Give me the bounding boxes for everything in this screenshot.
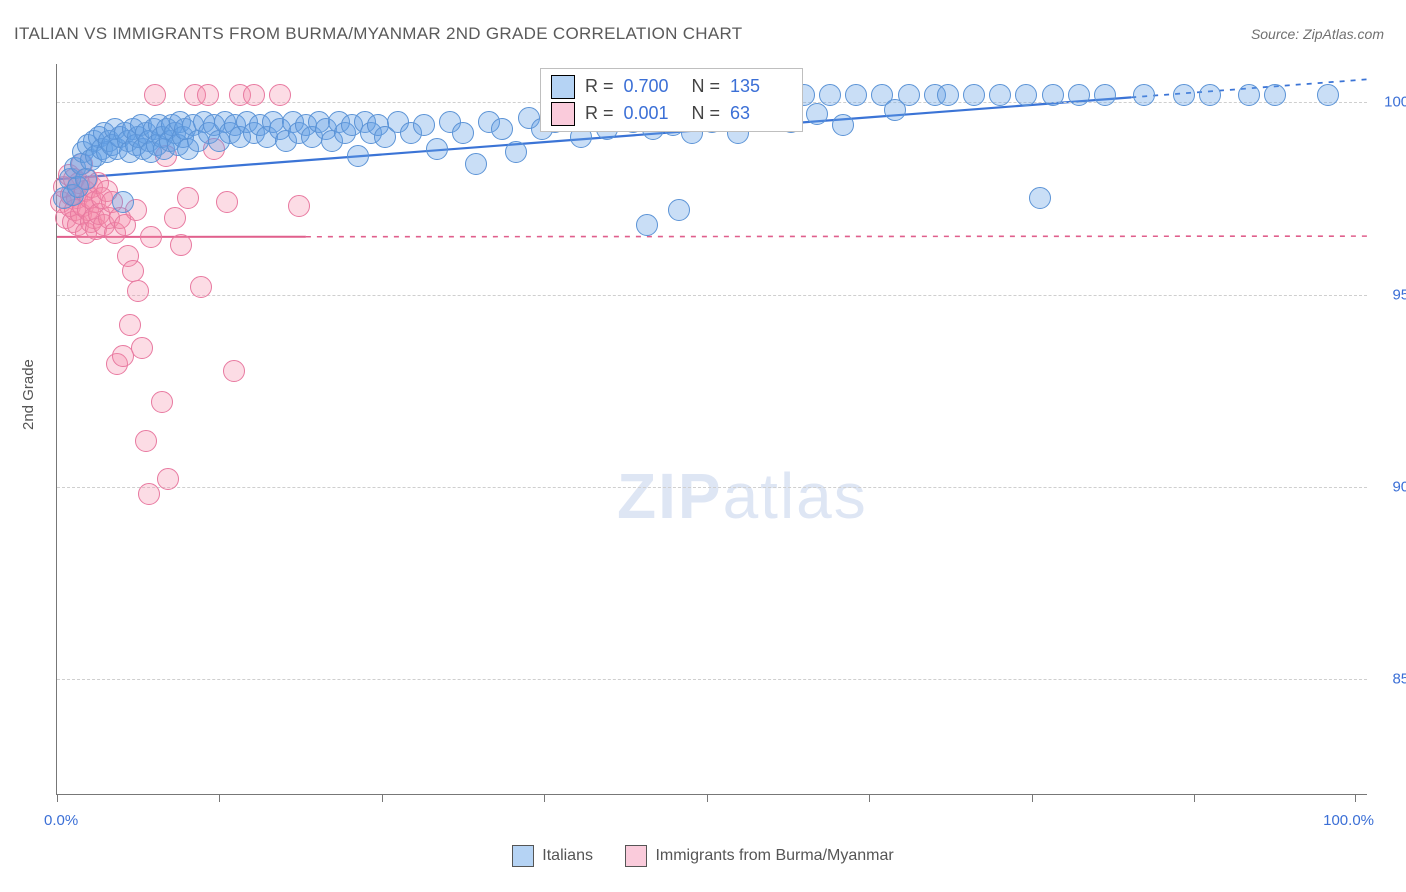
watermark: ZIPatlas bbox=[617, 459, 868, 533]
chart-title: ITALIAN VS IMMIGRANTS FROM BURMA/MYANMAR… bbox=[14, 24, 742, 44]
x-tick bbox=[544, 794, 545, 802]
data-point-b bbox=[170, 234, 192, 256]
data-point-b bbox=[269, 84, 291, 106]
data-point-a bbox=[452, 122, 474, 144]
x-tick bbox=[1355, 794, 1356, 802]
data-point-b bbox=[288, 195, 310, 217]
data-point-b bbox=[243, 84, 265, 106]
plot-area: ZIPatlas 100.0%95.0%90.0%85.0% bbox=[56, 64, 1367, 795]
data-point-a bbox=[347, 145, 369, 167]
data-point-a bbox=[1199, 84, 1221, 106]
legend-swatch-italians bbox=[512, 845, 534, 867]
data-point-a bbox=[465, 153, 487, 175]
data-point-a bbox=[1133, 84, 1155, 106]
data-point-a bbox=[819, 84, 841, 106]
data-point-a bbox=[963, 84, 985, 106]
data-point-a bbox=[413, 114, 435, 136]
data-point-b bbox=[177, 187, 199, 209]
data-point-a bbox=[1068, 84, 1090, 106]
trendlines-layer bbox=[57, 64, 1367, 794]
swatch-italians bbox=[551, 75, 575, 99]
legend-swatch-burma bbox=[625, 845, 647, 867]
legend-item-burma: Immigrants from Burma/Myanmar bbox=[625, 845, 893, 867]
data-point-b bbox=[119, 314, 141, 336]
data-point-b bbox=[197, 84, 219, 106]
data-point-a bbox=[1042, 84, 1064, 106]
y-tick-label: 85.0% bbox=[1375, 670, 1406, 687]
data-point-a bbox=[668, 199, 690, 221]
gridline-h bbox=[57, 487, 1367, 488]
legend-label-burma: Immigrants from Burma/Myanmar bbox=[655, 847, 893, 865]
data-point-b bbox=[138, 483, 160, 505]
y-tick-label: 90.0% bbox=[1375, 478, 1406, 495]
x-tick bbox=[219, 794, 220, 802]
data-point-a bbox=[426, 138, 448, 160]
data-point-b bbox=[157, 468, 179, 490]
x-tick bbox=[1032, 794, 1033, 802]
data-point-a bbox=[505, 141, 527, 163]
gridline-h bbox=[57, 295, 1367, 296]
data-point-b bbox=[164, 207, 186, 229]
data-point-a bbox=[845, 84, 867, 106]
data-point-b bbox=[140, 226, 162, 248]
x-tick bbox=[382, 794, 383, 802]
data-point-a bbox=[832, 114, 854, 136]
data-point-a bbox=[1173, 84, 1195, 106]
data-point-a bbox=[1317, 84, 1339, 106]
data-point-b bbox=[151, 391, 173, 413]
y-axis-label: 2nd Grade bbox=[20, 359, 37, 430]
data-point-a bbox=[937, 84, 959, 106]
data-point-a bbox=[1264, 84, 1286, 106]
x-tick-label-min: 0.0% bbox=[44, 812, 78, 829]
correlation-stats-box: R =0.700 N =135 R =0.001 N =63 bbox=[540, 68, 803, 132]
data-point-a bbox=[1238, 84, 1260, 106]
stats-row-italians: R =0.700 N =135 bbox=[551, 73, 788, 100]
data-point-a bbox=[112, 191, 134, 213]
x-tick bbox=[1194, 794, 1195, 802]
data-point-b bbox=[144, 84, 166, 106]
x-tick bbox=[57, 794, 58, 802]
data-point-a bbox=[1015, 84, 1037, 106]
data-point-b bbox=[190, 276, 212, 298]
x-tick bbox=[707, 794, 708, 802]
data-point-a bbox=[1094, 84, 1116, 106]
data-point-b bbox=[127, 280, 149, 302]
swatch-burma bbox=[551, 102, 575, 126]
source-attribution: Source: ZipAtlas.com bbox=[1251, 26, 1384, 42]
data-point-a bbox=[989, 84, 1011, 106]
x-tick bbox=[869, 794, 870, 802]
gridline-h bbox=[57, 679, 1367, 680]
data-point-a bbox=[806, 103, 828, 125]
data-point-b bbox=[131, 337, 153, 359]
data-point-b bbox=[135, 430, 157, 452]
x-tick-label-max: 100.0% bbox=[1323, 812, 1374, 829]
y-tick-label: 100.0% bbox=[1375, 94, 1406, 111]
data-point-a bbox=[898, 84, 920, 106]
legend: Italians Immigrants from Burma/Myanmar bbox=[0, 845, 1406, 872]
stats-row-burma: R =0.001 N =63 bbox=[551, 100, 788, 127]
legend-label-italians: Italians bbox=[542, 847, 593, 865]
data-point-a bbox=[491, 118, 513, 140]
data-point-a bbox=[636, 214, 658, 236]
data-point-a bbox=[75, 168, 97, 190]
data-point-b bbox=[223, 360, 245, 382]
legend-item-italians: Italians bbox=[512, 845, 593, 867]
data-point-b bbox=[216, 191, 238, 213]
trendline-dashed-b bbox=[306, 236, 1367, 237]
y-tick-label: 95.0% bbox=[1375, 286, 1406, 303]
data-point-a bbox=[1029, 187, 1051, 209]
